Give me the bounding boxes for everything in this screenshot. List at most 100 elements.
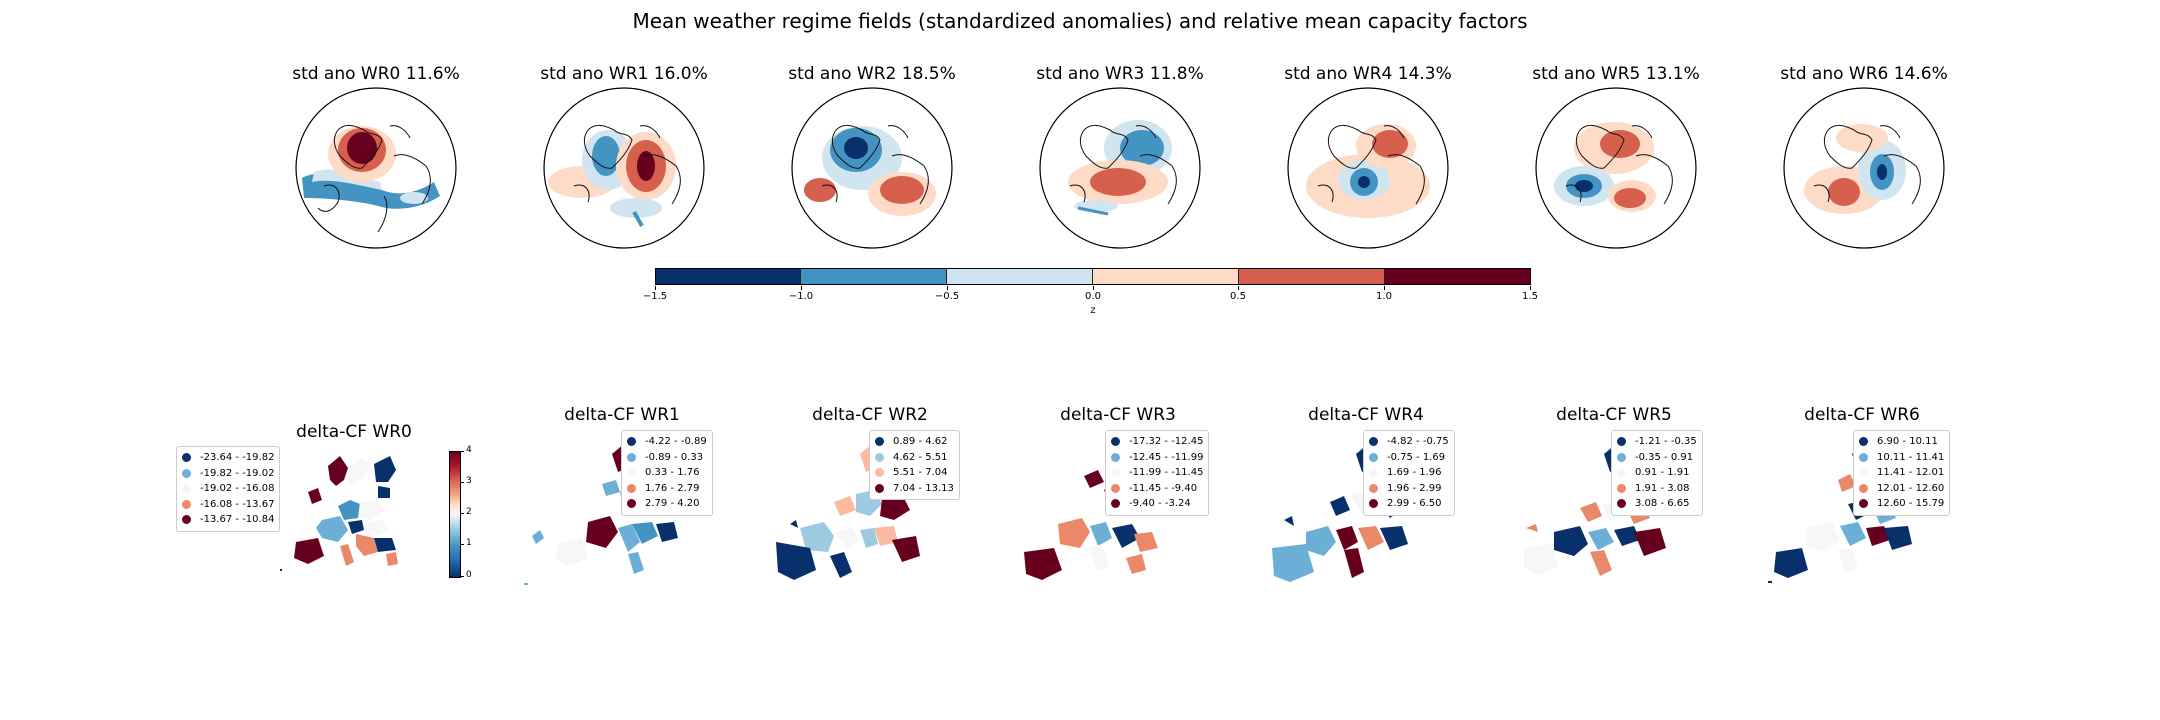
legend-label: 6.90 - 10.11 [1877, 436, 1938, 448]
legend-label: 10.11 - 11.41 [1877, 451, 1945, 463]
colorbar-seg-3 [1093, 268, 1239, 284]
legend-label: 5.51 - 7.04 [893, 467, 948, 479]
legend-entry: 0.33 - 1.76 [627, 465, 707, 481]
legend-label: -16.08 - -13.67 [200, 498, 275, 510]
legend-marker [1859, 483, 1868, 493]
legend-entry: 7.04 - 13.13 [875, 481, 954, 497]
legend-marker [627, 468, 636, 478]
map-title-wr1: delta-CF WR1 [564, 405, 680, 425]
legend-wr1: -4.22 - -0.89 -0.89 - 0.33 0.33 - 1.76 1… [621, 430, 713, 516]
legend-entry: 1.76 - 2.79 [627, 481, 707, 497]
colorbar-seg-4 [1239, 268, 1385, 284]
colorbar-tick-label: 0.5 [1230, 291, 1246, 302]
legend-entry: -4.82 - -0.75 [1369, 434, 1449, 450]
legend-entry: -9.40 - -3.24 [1111, 496, 1203, 512]
figure-title: Mean weather regime fields (standardized… [632, 9, 1528, 33]
legend-label: 1.96 - 2.99 [1387, 482, 1442, 494]
europe-map-wr0 [280, 456, 398, 571]
legend-wr3: -17.32 - -12.45 -12.45 - -11.99 -11.99 -… [1105, 430, 1210, 516]
legend-entry: -0.75 - 1.69 [1369, 450, 1449, 466]
legend-marker [182, 468, 191, 478]
legend-entry: 1.91 - 3.08 [1617, 481, 1697, 497]
legend-marker [1369, 499, 1378, 509]
legend-label: 0.89 - 4.62 [893, 436, 948, 448]
colorbar-tick-label: −1.5 [642, 291, 668, 302]
wr0-colorbar-tick: 4 [466, 445, 472, 455]
colorbar-seg-5 [1385, 268, 1530, 284]
legend-label: -17.32 - -12.45 [1129, 436, 1204, 448]
wr0-colorbar-tick: 3 [466, 476, 472, 486]
legend-label: -0.75 - 1.69 [1387, 451, 1446, 463]
legend-label: -19.02 - -16.08 [200, 483, 275, 495]
legend-label: 4.62 - 5.51 [893, 451, 948, 463]
legend-label: 1.91 - 3.08 [1635, 482, 1690, 494]
legend-label: -1.21 - -0.35 [1635, 436, 1697, 448]
legend-wr5: -1.21 - -0.35 -0.35 - 0.91 0.91 - 1.91 1… [1611, 430, 1703, 516]
colorbar-seg-1 [801, 268, 947, 284]
legend-marker [1111, 499, 1120, 509]
legend-label: 1.76 - 2.79 [645, 482, 700, 494]
globe-title-wr0: std ano WR0 11.6% [292, 64, 460, 84]
legend-entry: 1.69 - 1.96 [1369, 465, 1449, 481]
legend-label: 0.91 - 1.91 [1635, 467, 1690, 479]
colorbar-seg-2 [947, 268, 1093, 284]
legend-label: -0.89 - 0.33 [645, 451, 704, 463]
legend-entry: -13.67 - -10.84 [182, 512, 274, 528]
legend-marker [627, 452, 636, 462]
legend-wr0: -23.64 - -19.82 -19.82 - -19.02 -19.02 -… [176, 446, 281, 532]
legend-label: 12.60 - 15.79 [1877, 498, 1945, 510]
legend-label: -12.45 - -11.99 [1129, 451, 1204, 463]
colorbar-tick-label: 0.0 [1085, 291, 1101, 302]
legend-marker [875, 437, 884, 447]
globe-wr6 [1783, 87, 1945, 249]
legend-label: 12.01 - 12.60 [1877, 482, 1945, 494]
legend-label: -19.82 - -19.02 [200, 467, 275, 479]
legend-label: -11.45 - -9.40 [1129, 482, 1198, 494]
colorbar-label: z [1090, 305, 1096, 316]
legend-marker [875, 452, 884, 462]
legend-marker [875, 468, 884, 478]
legend-entry: 11.41 - 12.01 [1859, 465, 1944, 481]
legend-entry: 3.08 - 6.65 [1617, 496, 1697, 512]
legend-marker [1111, 437, 1120, 447]
legend-wr6: 6.90 - 10.11 10.11 - 11.41 11.41 - 12.01… [1853, 430, 1951, 516]
legend-entry: -16.08 - -13.67 [182, 497, 274, 513]
globe-wr3 [1039, 87, 1201, 249]
legend-entry: -4.22 - -0.89 [627, 434, 707, 450]
legend-marker [627, 483, 636, 493]
legend-marker [1859, 468, 1868, 478]
legend-label: -11.99 - -11.45 [1129, 467, 1204, 479]
legend-marker [1617, 483, 1626, 493]
legend-entry: 12.60 - 15.79 [1859, 496, 1944, 512]
legend-label: -9.40 - -3.24 [1129, 498, 1191, 510]
wr0-colorbar-tick: 1 [466, 538, 472, 548]
legend-marker [1859, 452, 1868, 462]
legend-entry: -19.02 - -16.08 [182, 481, 274, 497]
legend-entry: -1.21 - -0.35 [1617, 434, 1697, 450]
legend-marker [1111, 468, 1120, 478]
map-title-wr5: delta-CF WR5 [1556, 405, 1672, 425]
legend-entry: 0.89 - 4.62 [875, 434, 954, 450]
map-title-wr2: delta-CF WR2 [812, 405, 928, 425]
globe-title-wr1: std ano WR1 16.0% [540, 64, 708, 84]
legend-marker [627, 437, 636, 447]
legend-label: 11.41 - 12.01 [1877, 467, 1945, 479]
legend-marker [182, 499, 191, 509]
legend-wr2: 0.89 - 4.62 4.62 - 5.51 5.51 - 7.04 7.04… [869, 430, 960, 500]
legend-marker [1369, 483, 1378, 493]
legend-label: -13.67 - -10.84 [200, 514, 275, 526]
globe-wr4 [1287, 87, 1449, 249]
legend-marker [1369, 437, 1378, 447]
legend-label: -23.64 - -19.82 [200, 452, 275, 464]
legend-entry: 10.11 - 11.41 [1859, 450, 1944, 466]
legend-entry: -17.32 - -12.45 [1111, 434, 1203, 450]
legend-label: 3.08 - 6.65 [1635, 498, 1690, 510]
legend-marker [875, 483, 884, 493]
legend-entry: 4.62 - 5.51 [875, 450, 954, 466]
legend-entry: 0.91 - 1.91 [1617, 465, 1697, 481]
legend-marker [1617, 499, 1626, 509]
globe-wr0 [295, 87, 457, 249]
map-title-wr3: delta-CF WR3 [1060, 405, 1176, 425]
globe-title-wr6: std ano WR6 14.6% [1780, 64, 1948, 84]
legend-entry: -0.89 - 0.33 [627, 450, 707, 466]
